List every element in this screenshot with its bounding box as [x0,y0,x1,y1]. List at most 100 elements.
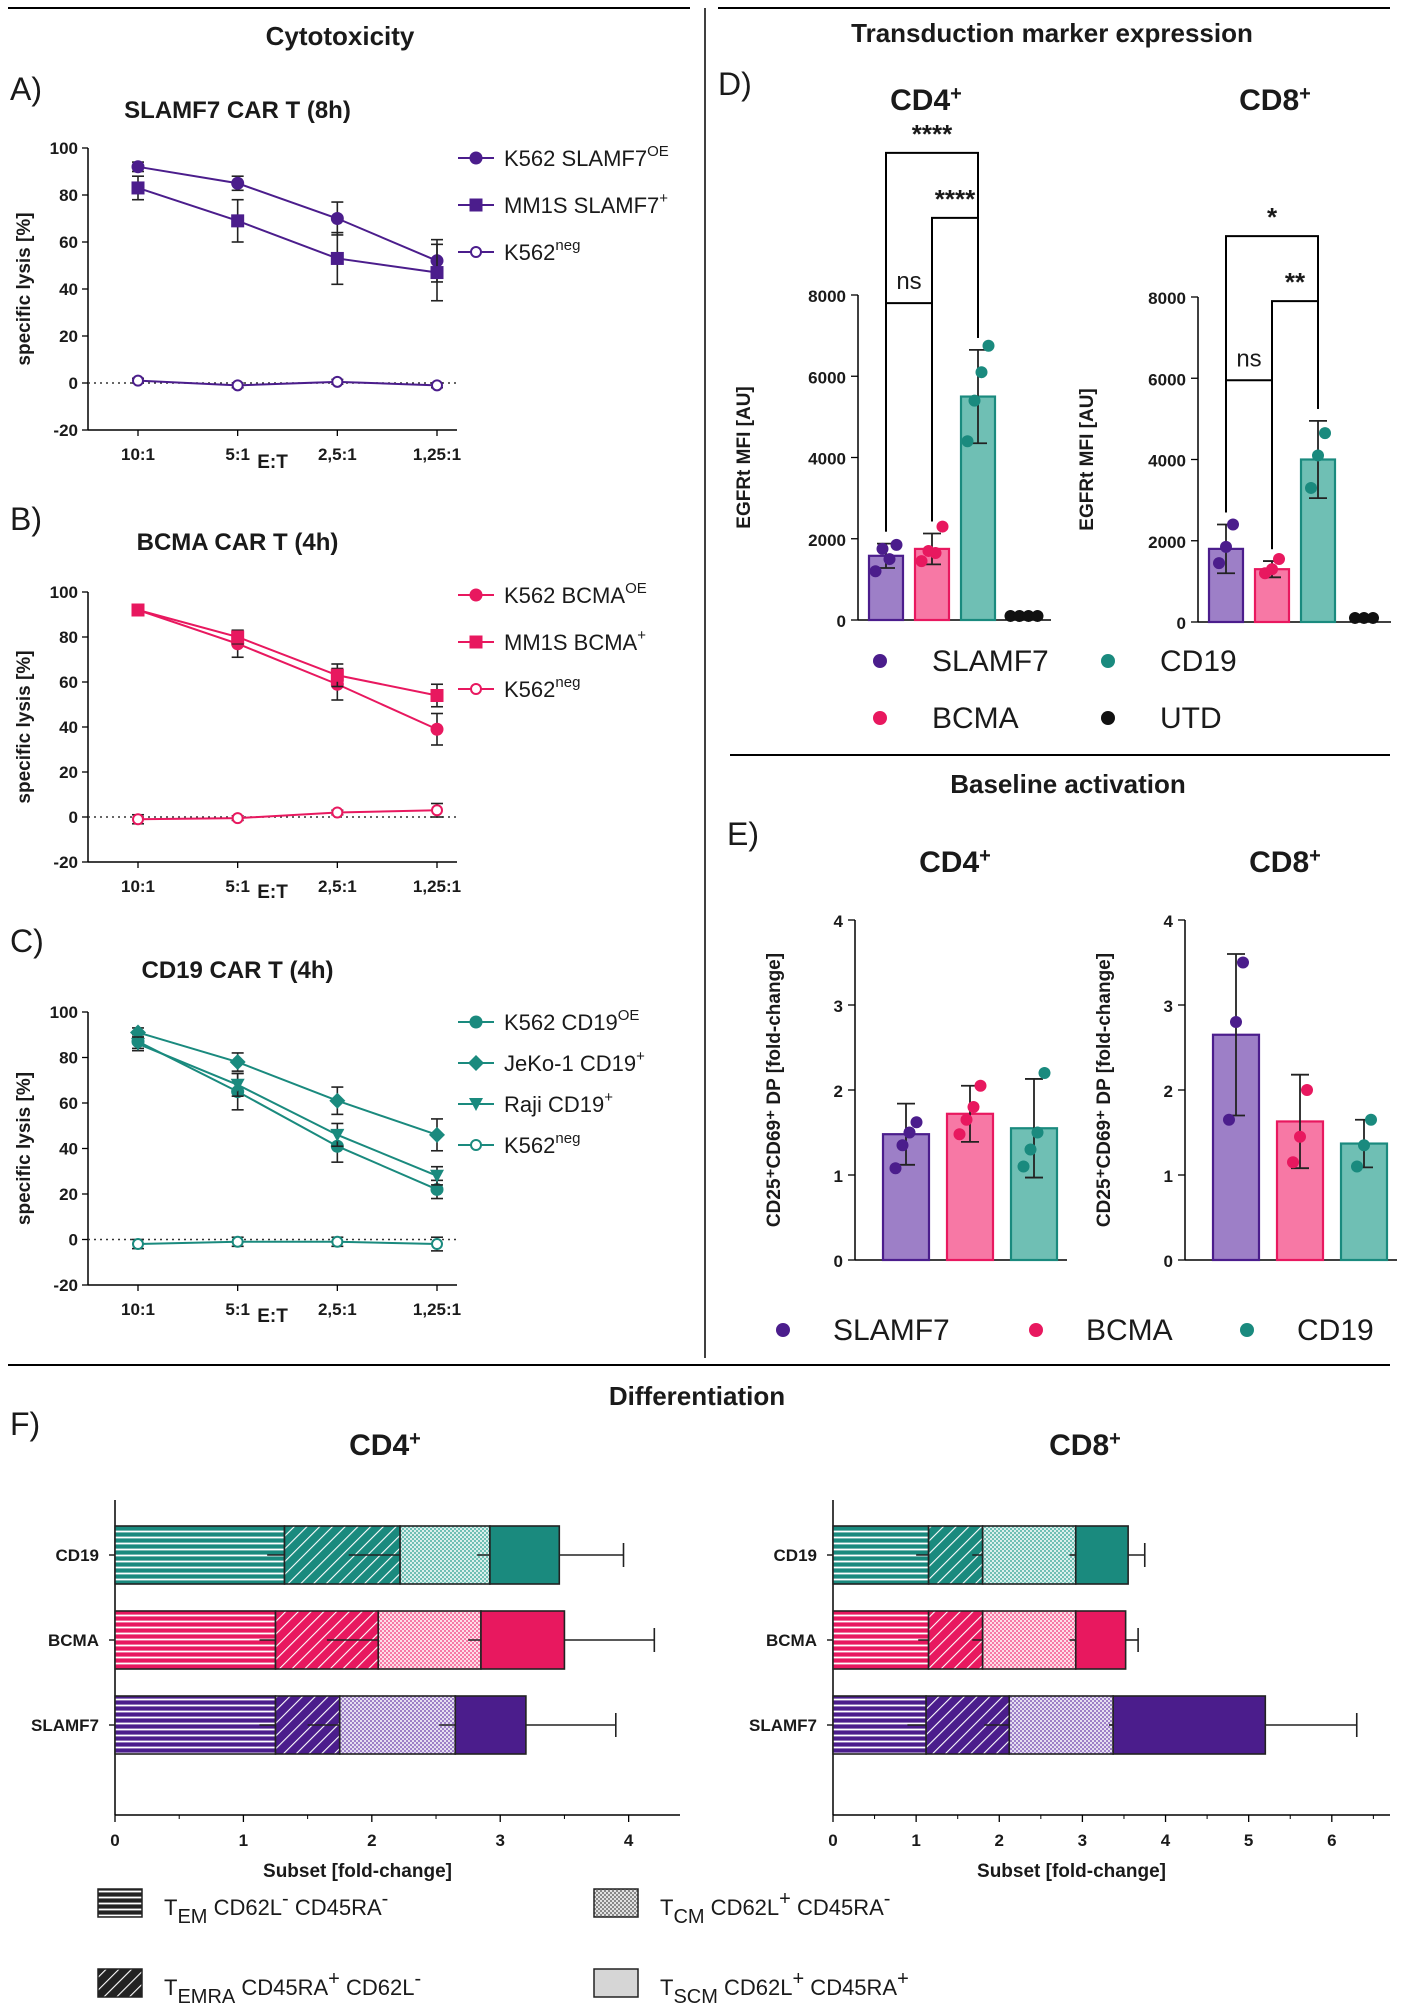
x-tick-label: 3 [1078,1831,1087,1850]
series-line [137,609,438,697]
replicate-point [896,1139,909,1152]
data-point [231,379,244,392]
y-tick-label: 20 [59,327,78,346]
legend-marker [470,1139,482,1151]
y-axis-label: EGFRt MFI [AU] [1077,388,1098,530]
replicate-point [967,1101,980,1113]
replicate-point [1038,1067,1051,1079]
replicate-point [961,435,974,448]
replicate-point [876,542,889,555]
y-tick-label: 80 [59,186,78,205]
stacked-row-cd19: CD19 [774,1525,1146,1585]
x-tick-label: 3 [495,1831,504,1850]
replicate-point [1220,540,1232,553]
replicate-point [1004,609,1017,622]
y-tick-label: 4 [1164,912,1174,931]
data-point [230,1078,245,1092]
y-tick-label: 4000 [808,450,846,469]
legend-marker [468,1055,484,1071]
series-square: MM1S BCMA+ [131,603,646,708]
y-tick-label: 40 [59,280,78,299]
segment-tem [114,1525,286,1585]
series-line [137,609,438,731]
y-tick-label: 2000 [1148,533,1186,552]
segment-tscm [489,1525,561,1585]
segment-tscm [480,1610,566,1670]
y-tick-label: 2000 [808,531,846,550]
x-axis-label: E:T [257,452,288,473]
legend-label: MM1S SLAMF7+ [504,190,668,218]
y-tick-label: 100 [50,1003,78,1022]
segment-tem [832,1610,930,1670]
y-tick-label: CD19 [56,1546,99,1565]
section-title-transduction: Transduction marker expression [851,18,1253,48]
y-tick-label: 80 [59,1049,78,1068]
y-tick-label: -20 [53,853,78,872]
data-point [430,1169,444,1183]
data-point [231,630,245,644]
legend-label: K562neg [504,1130,580,1158]
data-point [330,1128,345,1142]
legend-label: Raji CD19+ [504,1089,613,1117]
data-point [430,722,444,736]
legend-f: TEM CD62L- CD45RA- TCM CD62L+ CD45RA- TEMR… [97,1888,909,2007]
data-point [331,375,344,388]
y-tick-label: 0 [69,1231,78,1250]
segment-tcm [399,1525,491,1585]
data-point [331,1235,344,1248]
replicate-point [1305,481,1317,494]
x-tick-label: 6 [1327,1831,1336,1850]
legend-marker [469,151,483,165]
segment-temra [927,1525,984,1585]
series-line [137,379,438,387]
data-point [431,379,443,392]
y-tick-label: 60 [59,673,78,692]
data-point [430,266,444,280]
bracket-label: **** [935,184,976,214]
y-tick-label: 100 [50,583,78,602]
data-point [430,1182,444,1196]
y-axis-label: specific lysis [%] [14,212,35,365]
data-point [331,806,344,819]
x-tick-label: 5 [1244,1831,1253,1850]
series-diamond: JeKo-1 CD19+ [130,1024,645,1152]
x-tick-label: 1,25:1 [413,1300,461,1319]
legend-label-tem: TEM CD62L- CD45RA- [164,1888,388,1928]
bar-slamf7 [867,538,905,622]
legend-dot [1029,1323,1043,1337]
legend-label: CD19 [1160,645,1237,678]
panel-label-f: F) [10,1406,40,1442]
replicate-point [929,546,942,559]
data-point [231,812,244,825]
x-tick-label: 2 [367,1831,376,1850]
y-tick-label: 0 [69,374,78,393]
legend-label: BCMA [932,702,1019,735]
segment-tcm [1008,1695,1114,1755]
replicate-point [960,1113,973,1126]
data-point [431,804,443,817]
series-line [137,1040,438,1191]
bracket-line [885,302,933,532]
replicate-point [953,1128,966,1141]
data-point [131,603,145,617]
legend-marker [470,246,482,258]
y-axis-label: EGFRt MFI [AU] [734,386,755,528]
chart-title: CD4+ [349,1428,421,1462]
data-point [431,1238,443,1251]
legend-marker [469,198,483,212]
y-tick-label: SLAMF7 [749,1716,817,1735]
replicate-point [968,394,981,407]
replicate-point [1223,1113,1235,1126]
legend-label: K562 BCMAOE [504,580,647,608]
y-axis-label: CD25⁺CD69⁺ DP [fold-change] [1094,953,1115,1227]
series-line [137,187,438,274]
segment-tem [114,1610,277,1670]
data-point [132,1238,144,1251]
series-line [137,1042,438,1177]
section-title-differentiation: Differentiation [609,1381,785,1411]
replicate-point [889,1162,902,1175]
chart-title: CD4+ [890,83,962,117]
x-tick-label: 1,25:1 [413,445,461,464]
series-circle: K562 BCMAOE [131,580,647,746]
